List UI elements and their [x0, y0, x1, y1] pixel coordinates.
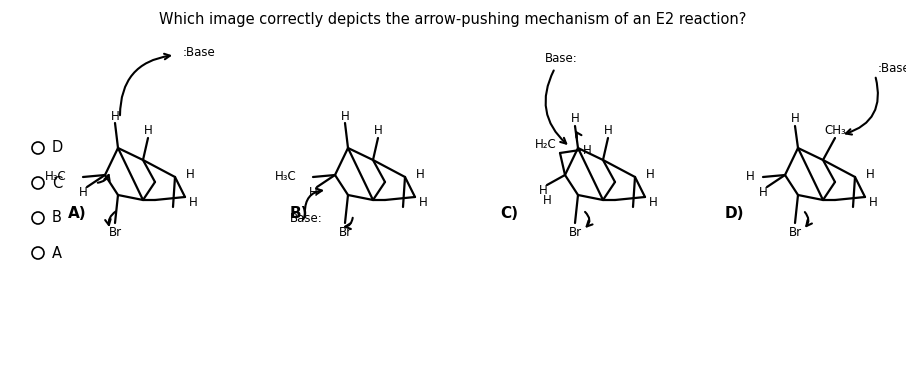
Text: :Base: :Base: [183, 46, 216, 59]
Text: B): B): [290, 206, 309, 220]
Text: H: H: [791, 112, 799, 125]
Text: A): A): [68, 206, 87, 220]
Text: Br: Br: [109, 227, 121, 240]
Text: H: H: [865, 167, 874, 181]
Text: H: H: [419, 196, 428, 209]
Text: H: H: [79, 187, 87, 200]
Text: C: C: [52, 175, 63, 190]
Text: H: H: [758, 187, 767, 200]
Text: H: H: [571, 112, 579, 125]
Text: H: H: [583, 144, 592, 157]
Text: A: A: [52, 246, 62, 260]
Text: D: D: [52, 141, 63, 155]
Text: Br: Br: [568, 227, 582, 240]
Text: H₃C: H₃C: [45, 171, 67, 184]
Text: H: H: [373, 125, 382, 138]
Text: H: H: [309, 187, 317, 200]
Text: H: H: [539, 184, 547, 197]
Text: H: H: [111, 109, 120, 122]
Text: Br: Br: [788, 227, 802, 240]
Text: H: H: [603, 125, 612, 138]
Text: Which image correctly depicts the arrow-pushing mechanism of an E2 reaction?: Which image correctly depicts the arrow-…: [159, 12, 747, 27]
Text: H₃C: H₃C: [275, 171, 297, 184]
Text: C): C): [500, 206, 518, 220]
Text: H: H: [416, 167, 424, 181]
Text: H: H: [188, 196, 198, 209]
Text: Br: Br: [339, 227, 352, 240]
Text: Base:: Base:: [545, 52, 578, 65]
Text: H: H: [186, 167, 195, 181]
Text: CH₃: CH₃: [824, 124, 846, 137]
Text: H: H: [341, 109, 350, 122]
Text: B: B: [52, 210, 62, 226]
Text: H₂C: H₂C: [535, 138, 557, 151]
Text: H: H: [144, 125, 152, 138]
Text: H: H: [747, 171, 755, 184]
Text: H: H: [649, 196, 658, 209]
Text: H: H: [869, 196, 877, 209]
Text: D): D): [725, 206, 745, 220]
Text: :Base: :Base: [878, 62, 906, 75]
Text: H: H: [543, 194, 552, 207]
Text: H: H: [646, 167, 654, 181]
Text: Base:: Base:: [290, 211, 323, 224]
